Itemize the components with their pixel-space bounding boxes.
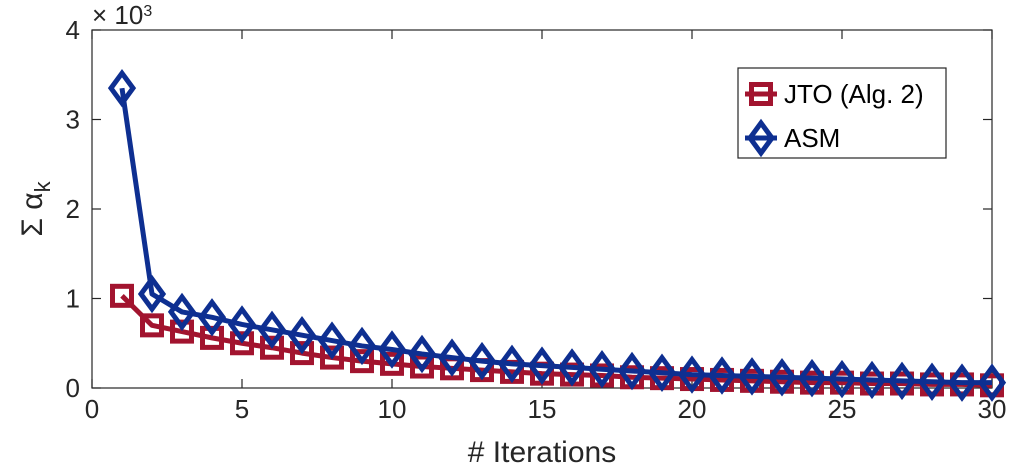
data-point [617, 351, 647, 391]
data-point [587, 349, 617, 389]
data-point [827, 359, 857, 399]
data-point [437, 338, 467, 377]
y-tick-label: 3 [66, 105, 80, 135]
y-tick-label: 4 [66, 15, 80, 45]
x-tick-label: 5 [235, 394, 249, 424]
legend-items: JTO (Alg. 2) ASM [745, 79, 924, 158]
x-tick-label: 15 [528, 394, 557, 424]
x-axis-label: # Iterations [468, 436, 616, 469]
data-point [320, 345, 344, 370]
data-point [107, 68, 137, 108]
legend: JTO (Alg. 2) ASM [737, 67, 947, 159]
data-point [137, 274, 167, 314]
data-point [737, 357, 767, 396]
y-axis-label: Σ αk [16, 180, 55, 236]
data-point [527, 346, 557, 385]
legend-label: JTO (Alg. 2) [784, 79, 924, 109]
data-point [467, 341, 497, 381]
data-point [557, 348, 587, 387]
data-point [977, 363, 1007, 402]
legend-item: ASM [745, 118, 840, 158]
series-line [119, 87, 992, 386]
series-layer [107, 68, 1007, 402]
data-point [260, 335, 284, 360]
legend-marker [746, 118, 776, 158]
data-point [857, 360, 887, 400]
data-point [947, 363, 977, 402]
data-point [407, 334, 437, 374]
data-point [350, 349, 374, 374]
legend-item: JTO (Alg. 2) [745, 79, 924, 109]
data-point [140, 313, 164, 338]
data-point [377, 330, 407, 369]
data-point [917, 362, 947, 401]
data-point [290, 341, 314, 366]
data-point [497, 344, 527, 384]
data-point [887, 361, 917, 401]
data-point [227, 305, 257, 344]
data-point [647, 353, 677, 393]
y-tick-label: 2 [66, 194, 80, 224]
data-point [197, 298, 227, 337]
data-point [797, 358, 827, 398]
y-multiplier: × 103 [92, 0, 152, 30]
data-point [410, 354, 434, 379]
data-point [317, 321, 347, 360]
data-point [167, 292, 197, 332]
x-tick-label: 0 [85, 394, 99, 424]
data-point [677, 355, 707, 394]
data-point [707, 356, 737, 395]
y-tick-label: 0 [66, 373, 80, 403]
data-point [380, 351, 404, 376]
data-point [347, 326, 377, 366]
x-tick-label: 20 [678, 394, 707, 424]
y-tick-label: 1 [66, 284, 80, 314]
data-point [230, 331, 254, 356]
data-point [170, 319, 194, 344]
series-line [120, 294, 993, 388]
data-point [767, 358, 797, 397]
x-tick-label: 25 [828, 394, 857, 424]
legend-label: ASM [784, 123, 840, 153]
data-point [287, 315, 317, 355]
legend-marker [749, 82, 773, 106]
x-tick-label: 10 [378, 394, 407, 424]
series-asm [107, 68, 1007, 402]
data-point [110, 283, 134, 308]
data-point [257, 310, 287, 350]
